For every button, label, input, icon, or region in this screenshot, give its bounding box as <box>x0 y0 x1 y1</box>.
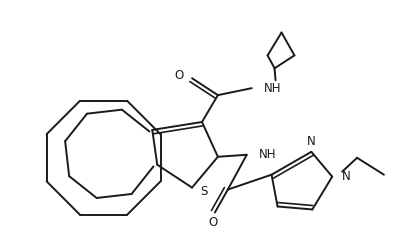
Text: O: O <box>208 216 218 229</box>
Text: N: N <box>307 135 316 148</box>
Text: O: O <box>175 69 184 82</box>
Text: N: N <box>342 170 351 183</box>
Text: NH: NH <box>259 148 276 161</box>
Text: S: S <box>200 185 207 198</box>
Text: NH: NH <box>264 82 281 95</box>
